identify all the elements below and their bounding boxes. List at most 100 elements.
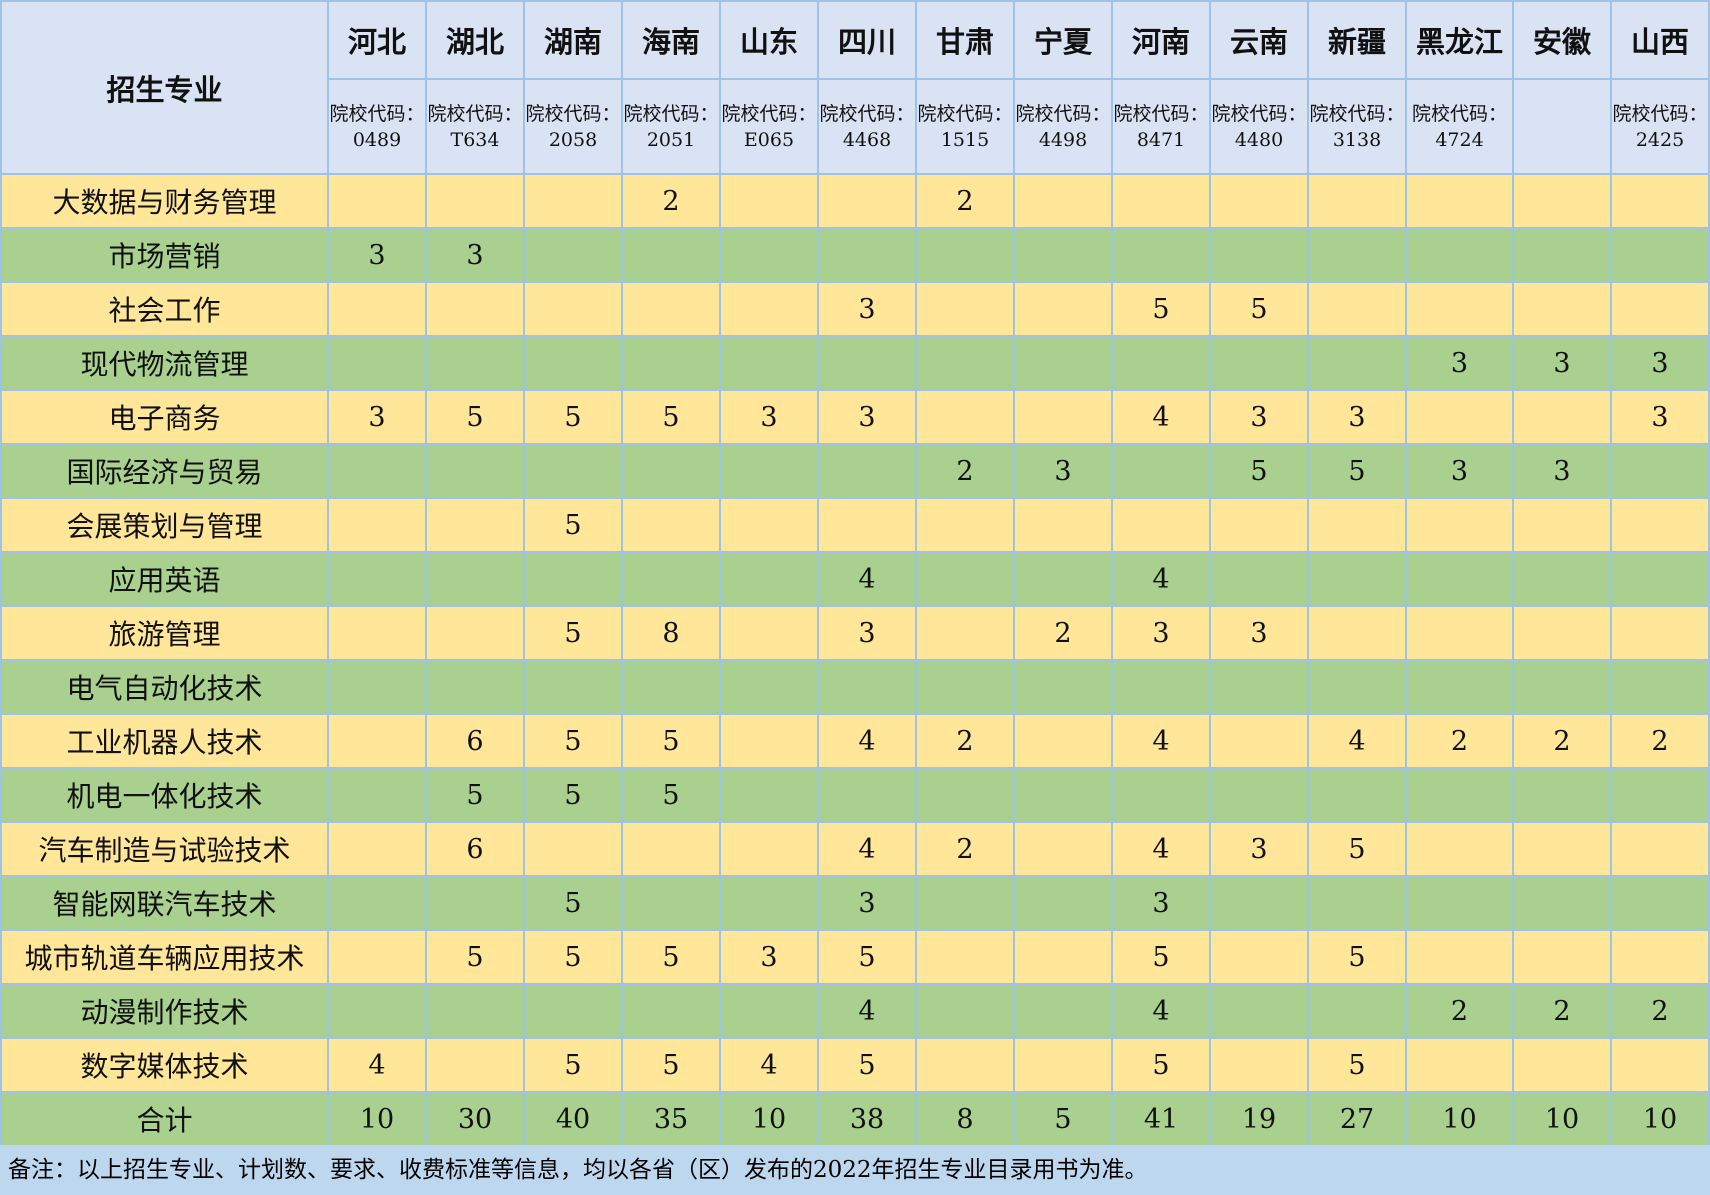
quota-cell: 3 bbox=[719, 389, 819, 445]
province-header: 新疆 bbox=[1307, 0, 1407, 80]
major-name: 国际经济与贸易 bbox=[0, 443, 329, 499]
quota-cell: 10 bbox=[719, 1091, 819, 1147]
school-code: 院校代码：2425 bbox=[1610, 78, 1710, 175]
quota-cell: 5 bbox=[1209, 281, 1309, 337]
quota-cell bbox=[1013, 713, 1113, 769]
quota-cell: 2 bbox=[1512, 713, 1612, 769]
quota-cell bbox=[1610, 605, 1710, 661]
quota-cell: 5 bbox=[817, 929, 917, 985]
quota-cell bbox=[523, 821, 623, 877]
quota-cell bbox=[1512, 821, 1612, 877]
quota-cell: 4 bbox=[817, 821, 917, 877]
quota-cell: 5 bbox=[523, 389, 623, 445]
quota-cell bbox=[1512, 875, 1612, 931]
province-header: 安徽 bbox=[1512, 0, 1612, 80]
quota-cell bbox=[1013, 335, 1113, 391]
quota-cell bbox=[1307, 605, 1407, 661]
quota-cell: 5 bbox=[523, 1037, 623, 1093]
quota-cell bbox=[1209, 713, 1309, 769]
quota-cell bbox=[1307, 659, 1407, 715]
quota-cell bbox=[915, 767, 1015, 823]
school-code: 院校代码：4480 bbox=[1209, 78, 1309, 175]
province-header: 河北 bbox=[327, 0, 427, 80]
quota-cell: 5 bbox=[817, 1037, 917, 1093]
quota-cell bbox=[915, 983, 1015, 1039]
table-row: 社会工作 3 5 5 bbox=[0, 281, 1710, 337]
quota-cell bbox=[719, 281, 819, 337]
province-header: 湖北 bbox=[425, 0, 525, 80]
quota-cell bbox=[1405, 929, 1514, 985]
quota-cell bbox=[1013, 389, 1113, 445]
table-row: 大数据与财务管理 2 2 bbox=[0, 173, 1710, 229]
quota-cell bbox=[327, 551, 427, 607]
quota-cell bbox=[915, 1037, 1015, 1093]
quota-cell bbox=[1209, 875, 1309, 931]
quota-cell bbox=[1013, 659, 1113, 715]
quota-cell: 3 bbox=[1013, 443, 1113, 499]
quota-cell: 5 bbox=[523, 929, 623, 985]
quota-cell bbox=[1307, 497, 1407, 553]
quota-cell bbox=[719, 767, 819, 823]
quota-cell: 2 bbox=[1013, 605, 1113, 661]
major-name: 电子商务 bbox=[0, 389, 329, 445]
quota-cell bbox=[1013, 281, 1113, 337]
quota-cell bbox=[719, 227, 819, 283]
quota-cell bbox=[523, 335, 623, 391]
table-row: 市场营销 3 3 bbox=[0, 227, 1710, 283]
quota-cell bbox=[1209, 173, 1309, 229]
quota-cell: 5 bbox=[1013, 1091, 1113, 1147]
quota-cell: 2 bbox=[1405, 713, 1514, 769]
quota-cell: 5 bbox=[1111, 1037, 1211, 1093]
major-name: 社会工作 bbox=[0, 281, 329, 337]
quota-cell: 3 bbox=[1209, 389, 1309, 445]
major-name: 城市轨道车辆应用技术 bbox=[0, 929, 329, 985]
quota-cell bbox=[1209, 659, 1309, 715]
quota-cell bbox=[1610, 659, 1710, 715]
quota-cell bbox=[523, 659, 623, 715]
quota-cell bbox=[425, 605, 525, 661]
school-code: 院校代码：4498 bbox=[1013, 78, 1113, 175]
quota-cell bbox=[1512, 551, 1612, 607]
quota-cell: 6 bbox=[425, 821, 525, 877]
quota-cell: 3 bbox=[327, 389, 427, 445]
quota-cell bbox=[1512, 173, 1612, 229]
quota-cell bbox=[621, 227, 721, 283]
quota-cell: 2 bbox=[1610, 983, 1710, 1039]
major-name: 现代物流管理 bbox=[0, 335, 329, 391]
quota-cell bbox=[327, 281, 427, 337]
quota-cell bbox=[915, 227, 1015, 283]
quota-cell: 2 bbox=[915, 173, 1015, 229]
quota-cell: 30 bbox=[425, 1091, 525, 1147]
quota-cell bbox=[1512, 659, 1612, 715]
quota-cell bbox=[719, 443, 819, 499]
quota-cell bbox=[425, 335, 525, 391]
quota-cell bbox=[327, 443, 427, 499]
quota-cell: 5 bbox=[621, 929, 721, 985]
quota-cell bbox=[621, 281, 721, 337]
quota-cell bbox=[1610, 173, 1710, 229]
quota-cell: 3 bbox=[817, 875, 917, 931]
school-code: 院校代码：1515 bbox=[915, 78, 1015, 175]
quota-cell: 2 bbox=[1610, 713, 1710, 769]
quota-cell bbox=[1610, 551, 1710, 607]
quota-cell: 3 bbox=[327, 227, 427, 283]
quota-cell bbox=[1111, 767, 1211, 823]
quota-cell: 5 bbox=[1307, 1037, 1407, 1093]
quota-cell bbox=[817, 767, 917, 823]
major-column-header: 招生专业 bbox=[0, 0, 329, 175]
quota-cell bbox=[327, 821, 427, 877]
quota-cell bbox=[1307, 335, 1407, 391]
quota-cell: 5 bbox=[621, 713, 721, 769]
quota-cell bbox=[1610, 875, 1710, 931]
quota-cell bbox=[1405, 659, 1514, 715]
quota-cell bbox=[1209, 929, 1309, 985]
quota-cell: 3 bbox=[817, 605, 917, 661]
major-name: 智能网联汽车技术 bbox=[0, 875, 329, 931]
province-header: 山西 bbox=[1610, 0, 1710, 80]
quota-cell: 3 bbox=[1111, 605, 1211, 661]
major-name: 旅游管理 bbox=[0, 605, 329, 661]
table-row: 智能网联汽车技术 5 3 3 bbox=[0, 875, 1710, 931]
quota-cell bbox=[327, 875, 427, 931]
quota-cell bbox=[915, 929, 1015, 985]
quota-cell bbox=[1209, 497, 1309, 553]
